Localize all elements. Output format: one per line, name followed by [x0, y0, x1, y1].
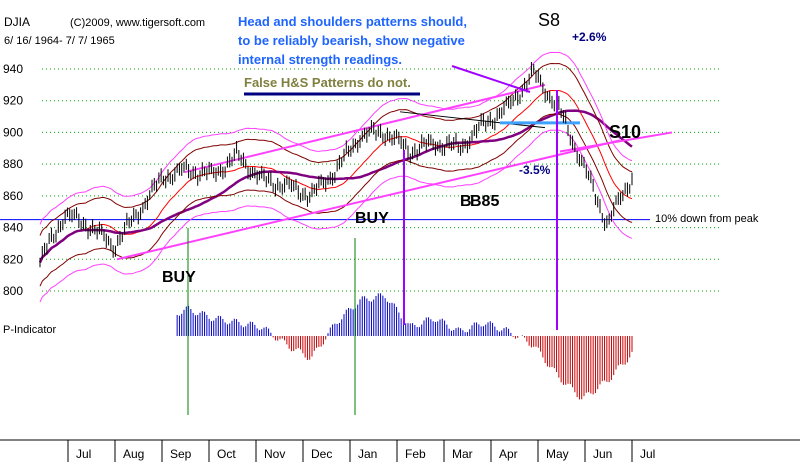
month-label: Oct [217, 447, 236, 461]
month-axis: Jul Aug Sep Oct Nov Dec Jan Feb Mar Apr May Jun Jul [0, 439, 800, 462]
price-gridlines [42, 68, 720, 292]
headline-line-3: internal strength readings. [238, 52, 402, 67]
b-signal-label: B [460, 193, 472, 210]
upper-band-line [39, 62, 633, 236]
s10-signal-label: S10 [609, 122, 641, 142]
month-label: Apr [499, 447, 518, 461]
peak-note-label: 10% down from peak [655, 213, 759, 225]
headline-line-2: to be reliably bearish, show negative [238, 33, 465, 48]
y-tick-label: 880 [3, 157, 23, 171]
copyright-label: (C)2009, www.tigersoft.com [70, 17, 205, 29]
price-bars-layer [39, 61, 633, 268]
symbol-label: DJIA [4, 15, 30, 29]
outer-upper-band [39, 51, 633, 225]
b85-signal-label: B85 [470, 193, 499, 210]
y-tick-label: 800 [3, 284, 23, 298]
minus-pct-label: -3.5% [519, 163, 551, 177]
s8-signal-label: S8 [538, 10, 560, 30]
month-label: Mar [452, 447, 473, 461]
channel-lower-line [116, 139, 621, 261]
y-tick-label: 840 [3, 221, 23, 235]
price-axis-ticks: 800 820 840 860 880 900 920 940 [3, 62, 23, 298]
month-label: Feb [405, 447, 426, 461]
y-tick-label: 820 [3, 252, 23, 266]
y-tick-label: 940 [3, 62, 23, 76]
month-label: Jan [358, 447, 377, 461]
month-label: Nov [264, 447, 285, 461]
headline-line-1: Head and shoulders patterns should, [238, 14, 467, 29]
neckline-top [399, 111, 546, 129]
month-label: Sep [170, 447, 192, 461]
p-indicator-layer [176, 293, 633, 400]
outer-lower-band [39, 129, 633, 303]
y-tick-label: 860 [3, 189, 23, 203]
signal-lines-layer [187, 65, 558, 415]
month-label: Jul [76, 447, 91, 461]
plus-pct-label: +2.6% [572, 30, 607, 44]
indicator-label: P-Indicator [3, 324, 57, 336]
month-label: Aug [123, 447, 144, 461]
month-label: May [546, 447, 569, 461]
month-label: Jul [640, 447, 655, 461]
month-label: Dec [311, 447, 332, 461]
lower-band-line [39, 113, 633, 287]
pointer-line [451, 65, 531, 93]
date-range-label: 6/ 16/ 1964- 7/ 7/ 1965 [4, 35, 115, 47]
channel-right-line [559, 131, 673, 153]
buy-label-jan: BUY [355, 210, 389, 227]
buy-label-sep: BUY [162, 269, 196, 286]
month-label: Jun [593, 447, 612, 461]
moving-average-long [38, 109, 633, 264]
y-tick-label: 920 [3, 94, 23, 108]
y-tick-label: 900 [3, 125, 23, 139]
false-hs-label: False H&S Patterns do not. [244, 75, 411, 90]
